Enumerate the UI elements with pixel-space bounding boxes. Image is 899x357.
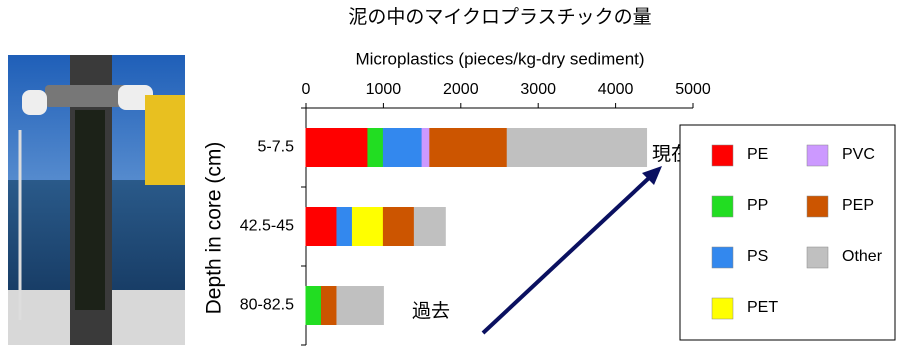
legend-label: PET bbox=[747, 299, 778, 316]
y-tick-label: 42.5-45 bbox=[240, 218, 294, 235]
bar-segment bbox=[305, 128, 369, 167]
legend-swatch bbox=[711, 144, 734, 167]
legend-label: PEP bbox=[842, 197, 874, 214]
bar-segment bbox=[320, 286, 338, 325]
legend-label: PP bbox=[747, 197, 768, 214]
bar-segment bbox=[382, 207, 415, 246]
bar-segment bbox=[351, 207, 384, 246]
annotation: 過去 bbox=[412, 300, 450, 322]
x-axis-label: Microplastics (pieces/kg-dry sediment) bbox=[355, 49, 644, 68]
bar-segment bbox=[382, 128, 423, 167]
legend-swatch bbox=[711, 297, 734, 320]
bar-segment bbox=[367, 128, 384, 167]
bar-segment bbox=[305, 207, 338, 246]
legend-swatch bbox=[806, 246, 829, 269]
x-tick-label: 4000 bbox=[598, 81, 634, 98]
x-tick-label: 2000 bbox=[443, 81, 479, 98]
y-axis-label: Depth in core (cm) bbox=[203, 142, 226, 315]
legend-swatch bbox=[806, 195, 829, 218]
legend-label: PE bbox=[747, 146, 768, 163]
legend-swatch bbox=[711, 246, 734, 269]
photo bbox=[8, 55, 185, 345]
bar-segment bbox=[413, 207, 446, 246]
x-tick-label: 1000 bbox=[366, 81, 402, 98]
arrow bbox=[481, 166, 662, 335]
bar-segment bbox=[336, 286, 384, 325]
y-tick-label: 5-7.5 bbox=[258, 139, 295, 156]
legend-swatch bbox=[806, 144, 829, 167]
legend-label: PS bbox=[747, 248, 768, 265]
legend-label: Other bbox=[842, 248, 883, 265]
bar-segment bbox=[506, 128, 648, 167]
y-tick-label: 80-82.5 bbox=[240, 297, 294, 314]
bar-segment bbox=[421, 128, 431, 167]
bar-segment bbox=[336, 207, 353, 246]
x-tick-label: 0 bbox=[302, 81, 311, 98]
legend-swatch bbox=[711, 195, 734, 218]
x-tick-label: 3000 bbox=[520, 81, 556, 98]
x-tick-label: 5000 bbox=[675, 81, 711, 98]
bar-segment bbox=[305, 286, 322, 325]
legend-label: PVC bbox=[842, 146, 875, 163]
chart-title: 泥の中のマイクロプラスチックの量 bbox=[348, 6, 651, 28]
bar-segment bbox=[429, 128, 508, 167]
